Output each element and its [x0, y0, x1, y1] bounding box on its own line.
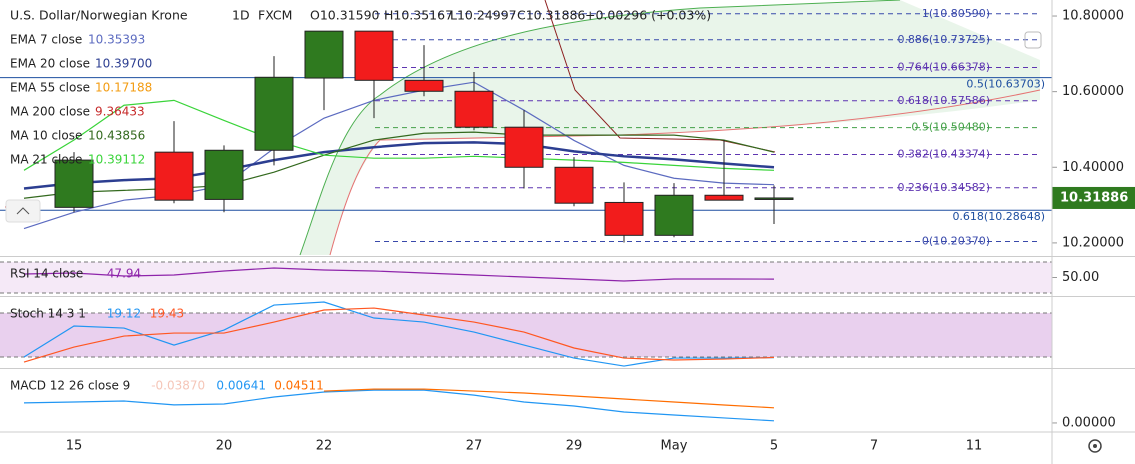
- series-line: [23, 389, 775, 422]
- fib-label: 0.5(10.50480): [911, 121, 990, 134]
- legend-name: EMA 55 close: [10, 81, 90, 95]
- x-tick-label: 20: [216, 439, 233, 454]
- y-tick-label: 10.20000: [1062, 235, 1124, 250]
- candle-body: [704, 194, 744, 201]
- legend-value: 19.12: [107, 307, 141, 321]
- header-text: U.S. Dollar/Norwegian Krone: [10, 8, 188, 23]
- series-line: [23, 99, 775, 171]
- legend-name: MA 21 close: [10, 153, 82, 167]
- fib-label: 0.236(10.34582): [897, 181, 990, 194]
- settings-gear-center: [1093, 444, 1097, 448]
- band: [0, 313, 1052, 358]
- legend-value: 19.43: [150, 307, 184, 321]
- horizontal-line-label: 0.5(10.63703): [966, 78, 1045, 91]
- candle-body: [754, 197, 794, 200]
- y-tick-label: 10.80000: [1062, 9, 1124, 24]
- cloud: [300, 0, 1040, 255]
- cloud-edge: [299, 0, 901, 256]
- panes: 10.20000 10.40000 10.60000 10.80000 1(10.805…: [0, 7, 1135, 454]
- candle-body: [604, 201, 644, 236]
- collapse-icon: [16, 207, 30, 215]
- x-tick-label: 15: [66, 439, 83, 454]
- series-line: [23, 307, 775, 363]
- horizontal-line-label: 0.618(10.28648): [952, 210, 1045, 223]
- legend-value: 10.35393: [88, 33, 145, 47]
- legend-value: 0.00641: [216, 379, 266, 393]
- candle-body: [454, 90, 494, 128]
- legend-value: 10.39700: [95, 57, 152, 71]
- candle-body: [354, 30, 394, 81]
- x-tick-label: 7: [870, 439, 878, 454]
- legend-name: MA 200 close: [10, 105, 90, 119]
- series-line: [23, 131, 775, 199]
- header-text: H10.35167: [384, 8, 453, 23]
- series-line: [323, 388, 775, 409]
- pane-title: RSI 14 close: [10, 267, 83, 281]
- y-tick-label: 0.00000: [1062, 415, 1116, 430]
- y-tick-label: 50.00: [1062, 270, 1099, 285]
- legend-value: 9.36433: [95, 105, 145, 119]
- last-price-badge: [1052, 186, 1135, 209]
- candle-body: [254, 76, 294, 151]
- series-line: [23, 267, 775, 282]
- x-tick-label: May: [661, 439, 688, 454]
- candle-body: [654, 194, 694, 236]
- header-text: FXCM: [258, 8, 292, 23]
- header-text: O10.31590: [310, 8, 380, 23]
- fib-label: 1(10.80590): [922, 7, 990, 20]
- series-line: [23, 301, 775, 367]
- settings-box[interactable]: [1024, 31, 1042, 49]
- legend-name: MA 10 close: [10, 129, 82, 143]
- x-tick-label: 29: [566, 439, 583, 454]
- fib-label: 0.382(10.43374): [897, 148, 990, 161]
- fib-label: 0(10.20370): [922, 235, 990, 248]
- legend-value: 10.17188: [95, 81, 152, 95]
- collapse-button[interactable]: [5, 199, 41, 223]
- header-text: +0.00296 (+0.03%): [585, 8, 711, 23]
- x-tick-label: 22: [316, 439, 333, 454]
- legend-name: EMA 20 close: [10, 57, 90, 71]
- header-text: L10.24997: [450, 8, 517, 23]
- series-line: [23, 141, 775, 190]
- cloud-edge: [329, 89, 1041, 256]
- fib-label: 0.886(10.73725): [897, 33, 990, 46]
- last-price-label: 10.31886: [1060, 190, 1128, 205]
- pane-title: MACD 12 26 close 9: [10, 379, 130, 393]
- candle-body: [304, 30, 344, 79]
- fib-label: 0.764(10.66378): [897, 61, 990, 74]
- candle-body: [204, 149, 244, 200]
- legend-name: EMA 7 close: [10, 33, 82, 47]
- x-tick-label: 5: [770, 439, 778, 454]
- pane-title: Stoch 14 3 1: [10, 307, 86, 321]
- series-line: [23, 81, 775, 230]
- legend-value: 10.43856: [88, 129, 145, 143]
- candle-body: [54, 159, 94, 208]
- legend-value: 0.04511: [274, 379, 324, 393]
- x-tick-label: 27: [466, 439, 483, 454]
- y-tick-label: 10.60000: [1062, 84, 1124, 99]
- header-text: 1D: [232, 8, 250, 23]
- candle-body: [504, 126, 544, 168]
- settings-gear[interactable]: [1088, 439, 1102, 453]
- candle-body: [554, 166, 594, 204]
- header-text: C10.31886: [517, 8, 585, 23]
- y-tick-label: 10.40000: [1062, 160, 1124, 175]
- legend-value: 10.39112: [88, 153, 145, 167]
- candle-body: [404, 79, 444, 92]
- fib-label: 0.618(10.57586): [897, 94, 990, 107]
- x-tick-label: 11: [966, 439, 983, 454]
- legend-value: 47.94: [107, 267, 141, 281]
- legend-value: -0.03870: [151, 379, 205, 393]
- candle-body: [154, 151, 194, 201]
